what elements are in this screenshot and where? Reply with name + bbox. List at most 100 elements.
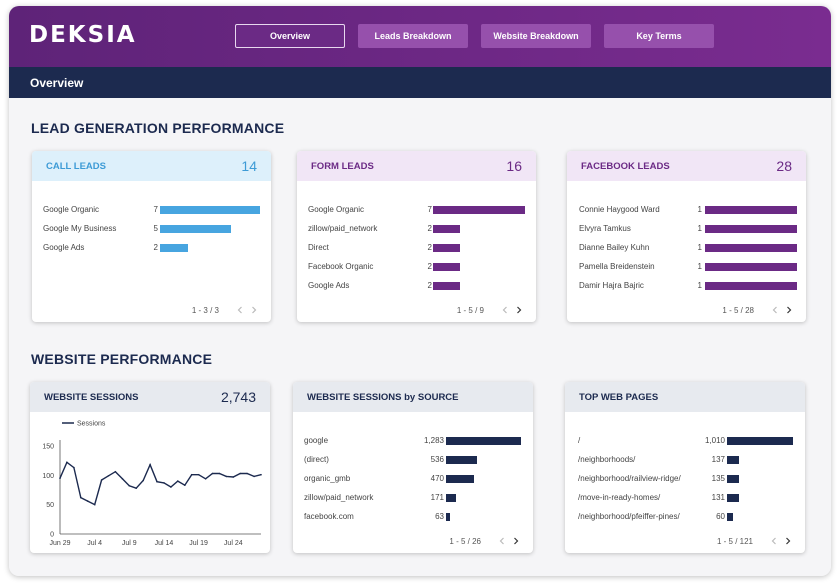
tab-key-terms[interactable]: Key Terms <box>604 24 714 48</box>
row-value: 2 <box>427 243 432 252</box>
data-point <box>86 500 89 502</box>
data-point <box>253 475 255 478</box>
y-tick-label: 100 <box>42 473 54 480</box>
row-label: Damir Hajra Bajric <box>579 281 644 290</box>
x-tick-label: Jul 14 <box>155 540 174 547</box>
row-bar <box>446 494 456 502</box>
data-point <box>246 472 248 475</box>
next-page-button[interactable] <box>782 303 796 317</box>
row-label: Direct <box>308 243 329 252</box>
table-row: organic_gmb 470 <box>293 470 533 489</box>
row-value: 7 <box>427 205 432 214</box>
x-tick-label: Jul 9 <box>122 540 137 547</box>
main-content: LEAD GENERATION PERFORMANCE CALL LEADS 1… <box>9 98 831 576</box>
row-bar <box>705 263 797 271</box>
data-point <box>156 480 158 483</box>
row-value: 1 <box>697 243 702 252</box>
table-row: google 1,283 <box>293 432 533 451</box>
row-bar <box>433 244 460 252</box>
x-tick-label: Jul 4 <box>87 540 102 547</box>
row-label: Google Organic <box>308 205 365 214</box>
table-row: Google My Business 5 <box>32 220 271 239</box>
row-label: zillow/paid_network <box>308 224 378 233</box>
table-row: Elvyra Tamkus 1 <box>567 220 806 239</box>
data-point <box>170 486 172 488</box>
data-point <box>239 472 241 475</box>
table-row: Pamella Breidenstein 1 <box>567 258 806 277</box>
row-label: /neighborhood/pfeiffer-pines/ <box>578 512 680 521</box>
call-leads-header: CALL LEADS 14 <box>32 151 271 181</box>
tab-overview[interactable]: Overview <box>235 24 345 48</box>
data-point <box>66 461 68 464</box>
data-point <box>225 475 228 478</box>
prev-page-button[interactable] <box>233 303 247 317</box>
row-value: 1 <box>697 224 702 233</box>
top-bar: DEKSIA Overview Leads Breakdown Website … <box>9 6 831 67</box>
data-point <box>218 472 221 475</box>
row-value: 2 <box>427 224 432 233</box>
facebook-leads-total: 28 <box>776 158 792 174</box>
row-label: (direct) <box>304 455 329 464</box>
data-point <box>204 478 207 480</box>
x-tick-label: Jul 19 <box>189 540 208 547</box>
call-leads-card: CALL LEADS 14 Google Organic 7 Google My… <box>32 151 271 322</box>
table-row: zillow/paid_network 2 <box>297 220 536 239</box>
row-value: 1,283 <box>423 436 444 445</box>
row-label: Google My Business <box>43 224 117 233</box>
pager-range: 1 - 3 / 3 <box>191 305 219 315</box>
next-page-button[interactable] <box>512 303 526 317</box>
chevron-right-icon <box>786 537 791 545</box>
table-row: zillow/paid_network 171 <box>293 489 533 508</box>
chevron-left-icon <box>499 537 504 545</box>
table-row: Google Organic 7 <box>297 201 536 220</box>
tab-website-breakdown[interactable]: Website Breakdown <box>481 24 591 48</box>
row-value: 1 <box>697 281 702 290</box>
sessions-by-source-header: WEBSITE SESSIONS by SOURCE <box>293 382 533 412</box>
brand-logo: DEKSIA <box>29 22 137 48</box>
form-leads-total: 16 <box>506 158 522 174</box>
table-row: /neighborhood/railview-ridge/ 135 <box>565 470 805 489</box>
y-tick-label: 150 <box>42 443 54 450</box>
section-title-lead-generation: LEAD GENERATION PERFORMANCE <box>31 120 285 136</box>
next-page-button[interactable] <box>247 303 261 317</box>
prev-page-button[interactable] <box>768 303 782 317</box>
data-point <box>121 478 124 480</box>
row-value: 2 <box>427 262 432 271</box>
call-leads-total: 14 <box>241 158 257 174</box>
table-row: Facebook Organic 2 <box>297 258 536 277</box>
row-value: 135 <box>711 474 725 483</box>
chevron-left-icon <box>237 306 242 314</box>
row-bar <box>433 206 525 214</box>
y-tick-label: 50 <box>46 502 54 509</box>
data-point <box>232 476 235 478</box>
row-bar <box>446 437 521 445</box>
x-tick-label: Jul 24 <box>224 540 243 547</box>
pager-range: 1 - 5 / 26 <box>449 536 481 546</box>
data-point <box>114 470 117 473</box>
tab-leads-breakdown[interactable]: Leads Breakdown <box>358 24 468 48</box>
data-point <box>80 496 82 499</box>
facebook-leads-header: FACEBOOK LEADS 28 <box>567 151 806 181</box>
data-point <box>149 463 151 466</box>
prev-page-button[interactable] <box>495 534 509 548</box>
table-row: facebook.com 63 <box>293 508 533 527</box>
table-row: Google Ads 2 <box>297 277 536 296</box>
row-label: Dianne Bailey Kuhn <box>579 243 650 252</box>
next-page-button[interactable] <box>509 534 523 548</box>
table-row: Dianne Bailey Kuhn 1 <box>567 239 806 258</box>
row-label: Google Organic <box>43 205 100 214</box>
row-label: Google Ads <box>43 243 85 252</box>
next-page-button[interactable] <box>781 534 795 548</box>
row-label: Pamella Breidenstein <box>579 262 655 271</box>
top-web-pages-pager: 1 - 5 / 121 <box>717 534 795 548</box>
chevron-left-icon <box>771 537 776 545</box>
row-bar <box>705 244 797 252</box>
prev-page-button[interactable] <box>767 534 781 548</box>
page-title-bar: Overview <box>9 67 831 98</box>
call-leads-title: CALL LEADS <box>46 160 106 172</box>
website-sessions-card: WEBSITE SESSIONS 2,743 0 50 100 150 Jun 29 Ju… <box>30 382 270 553</box>
pager-range: 1 - 5 / 121 <box>716 536 753 546</box>
row-label: google <box>304 436 329 445</box>
top-web-pages-header: TOP WEB PAGES <box>565 382 805 412</box>
prev-page-button[interactable] <box>498 303 512 317</box>
